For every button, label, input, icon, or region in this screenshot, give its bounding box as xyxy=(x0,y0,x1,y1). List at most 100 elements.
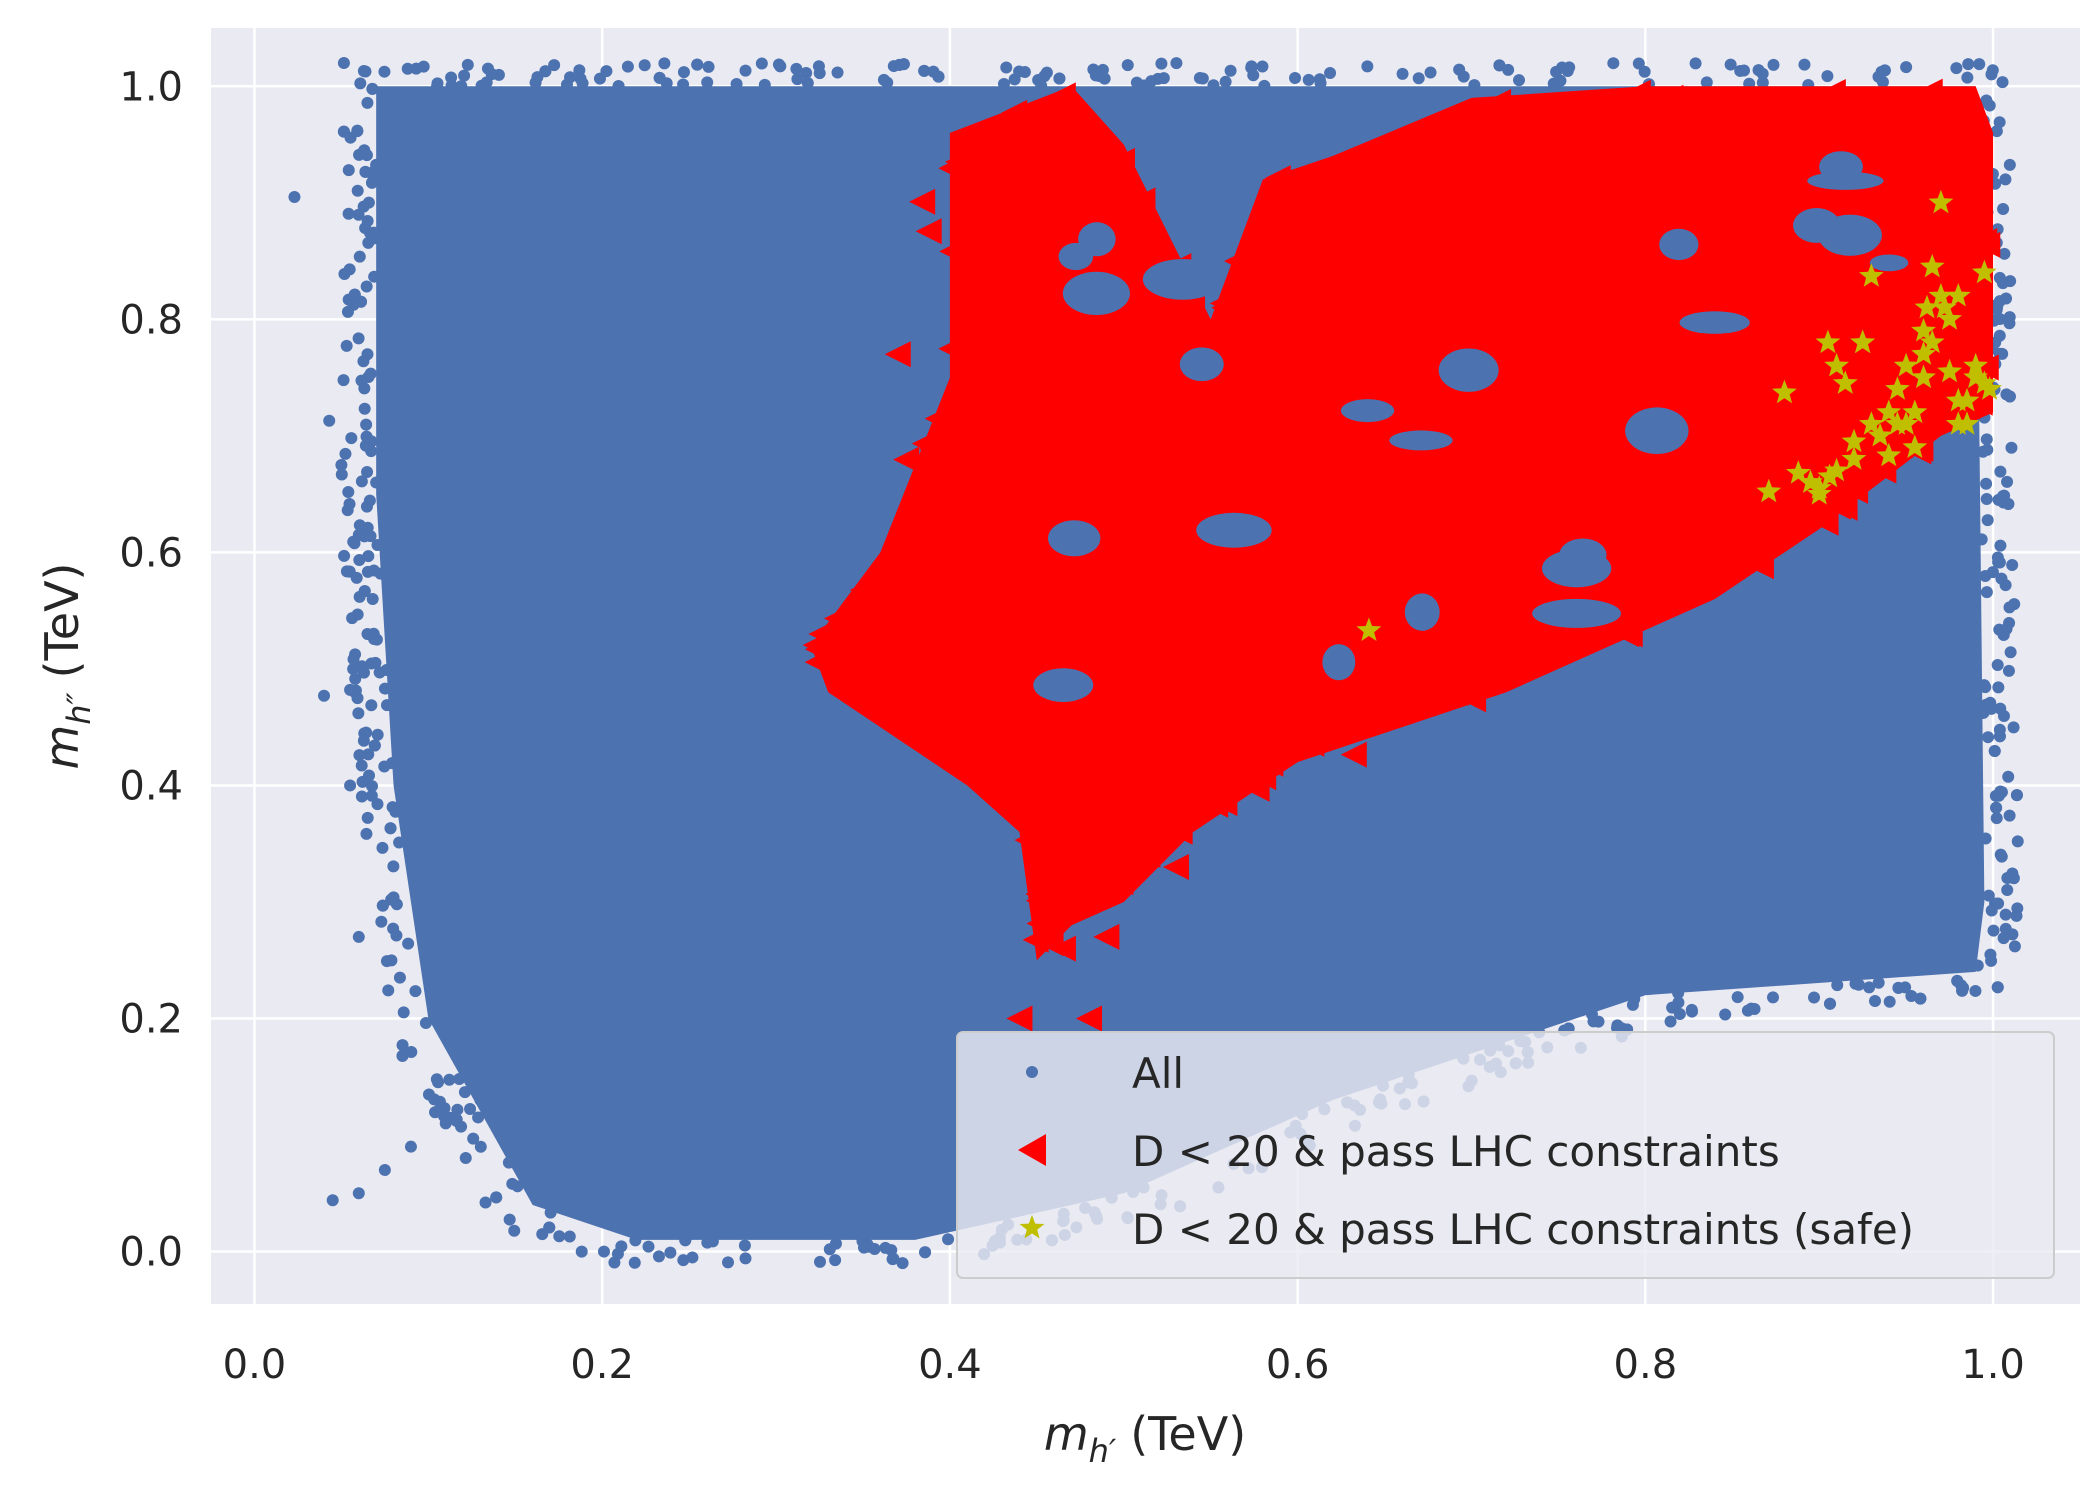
pass-lhc-point xyxy=(1705,432,1732,459)
all-point xyxy=(1412,72,1425,85)
pass-lhc-point xyxy=(1136,560,1163,587)
safe-point xyxy=(1885,376,1910,400)
pass-lhc-point xyxy=(973,640,1000,667)
pass-lhc-point xyxy=(1429,539,1456,566)
pass-lhc-point xyxy=(1226,705,1253,732)
pass-lhc-point xyxy=(1601,403,1628,430)
pass-lhc-point xyxy=(939,238,966,265)
all-point xyxy=(371,539,384,552)
pass-lhc-point xyxy=(1891,269,1918,296)
pass-lhc-point xyxy=(1457,293,1484,320)
all-point xyxy=(730,77,743,90)
pass-lhc-point xyxy=(1167,408,1194,435)
pass-lhc-point xyxy=(1858,359,1885,386)
pass-lhc-point xyxy=(1680,422,1707,449)
pass-lhc-point xyxy=(1241,762,1268,789)
all-point xyxy=(502,1156,515,1169)
all-point xyxy=(1990,812,2003,825)
all-point xyxy=(1878,64,1891,77)
all-point xyxy=(896,1257,909,1270)
pass-lhc-point xyxy=(1431,131,1458,158)
pass-lhc-point xyxy=(1367,239,1394,266)
pass-lhc-gap xyxy=(1058,242,1094,271)
all-point xyxy=(539,65,552,78)
all-point xyxy=(2010,909,2023,922)
all-point xyxy=(344,779,357,792)
pass-lhc-point xyxy=(1210,639,1237,666)
pass-lhc-point xyxy=(1618,137,1645,164)
pass-lhc-point xyxy=(1086,840,1113,867)
all-point xyxy=(664,1246,677,1259)
pass-lhc-point xyxy=(1316,704,1343,731)
pass-lhc-point xyxy=(1723,478,1750,505)
pass-lhc-point xyxy=(1043,602,1070,629)
pass-lhc-point xyxy=(1651,120,1678,147)
pass-lhc-point xyxy=(980,415,1007,442)
safe-point xyxy=(1928,283,1954,307)
all-point xyxy=(430,1073,443,1086)
pass-lhc-point xyxy=(967,558,994,585)
pass-lhc-point xyxy=(1144,651,1171,678)
pass-lhc-point xyxy=(975,372,1002,399)
all-point xyxy=(455,80,468,93)
pass-lhc-point xyxy=(1605,202,1632,229)
pass-lhc-point xyxy=(1178,388,1205,415)
pass-lhc-point xyxy=(1271,678,1298,705)
pass-lhc-point xyxy=(977,164,1004,191)
pass-lhc-point xyxy=(1391,148,1418,175)
pass-lhc-point xyxy=(1031,223,1058,250)
all-point xyxy=(352,930,365,943)
pass-lhc-gap xyxy=(1532,598,1622,628)
pass-lhc-point xyxy=(1445,258,1472,285)
pass-lhc-point xyxy=(1543,138,1570,165)
all-point xyxy=(1950,62,1963,75)
all-point xyxy=(344,683,357,696)
pass-lhc-point xyxy=(1433,152,1460,179)
all-point xyxy=(352,1187,365,1200)
all-point xyxy=(1087,63,1100,76)
all-point xyxy=(1752,64,1765,77)
pass-lhc-point xyxy=(1065,653,1092,680)
all-point xyxy=(472,1111,485,1124)
pass-lhc-point xyxy=(1060,831,1087,858)
all-point xyxy=(361,565,374,578)
all-point xyxy=(1556,61,1569,74)
data-marks xyxy=(288,56,2024,1270)
pass-lhc-point xyxy=(1099,443,1126,470)
pass-lhc-point xyxy=(956,371,983,398)
pass-lhc-point xyxy=(1110,828,1137,855)
all-point xyxy=(1737,64,1750,77)
pass-lhc-gap xyxy=(1322,644,1356,681)
pass-lhc-point xyxy=(993,387,1020,414)
pass-lhc-point xyxy=(1340,741,1367,768)
legend-label-pass-lhc: D < 20 & pass LHC constraints xyxy=(1132,1127,1780,1176)
pass-lhc-point xyxy=(1601,303,1628,330)
all-point xyxy=(368,739,381,752)
all-point xyxy=(628,1256,641,1269)
pass-lhc-point xyxy=(1900,134,1927,161)
pass-lhc-point xyxy=(1218,474,1245,501)
pass-lhc-point xyxy=(1179,293,1206,320)
pass-lhc-point xyxy=(1077,688,1104,715)
all-point xyxy=(560,78,573,91)
pass-lhc-point xyxy=(1192,739,1219,766)
pass-lhc-point xyxy=(1787,118,1814,145)
pass-lhc-point xyxy=(1829,251,1856,278)
pass-lhc-point xyxy=(1779,305,1806,332)
pass-lhc-point xyxy=(1791,95,1818,122)
all-point xyxy=(658,57,671,70)
pass-lhc-point xyxy=(1951,180,1978,207)
all-point xyxy=(621,60,634,73)
pass-lhc-point xyxy=(1359,494,1386,521)
all-point xyxy=(352,528,365,541)
pass-lhc-point xyxy=(1407,485,1434,512)
pass-lhc-point xyxy=(1018,647,1045,674)
pass-lhc-point xyxy=(1741,217,1768,244)
safe-point xyxy=(1798,469,1823,493)
pass-lhc-point xyxy=(1285,346,1312,373)
all-point xyxy=(739,1252,752,1265)
all-point xyxy=(1289,72,1302,85)
pass-lhc-point xyxy=(1460,189,1487,216)
all-point xyxy=(1998,247,2011,260)
pass-lhc-point xyxy=(1675,116,1702,143)
